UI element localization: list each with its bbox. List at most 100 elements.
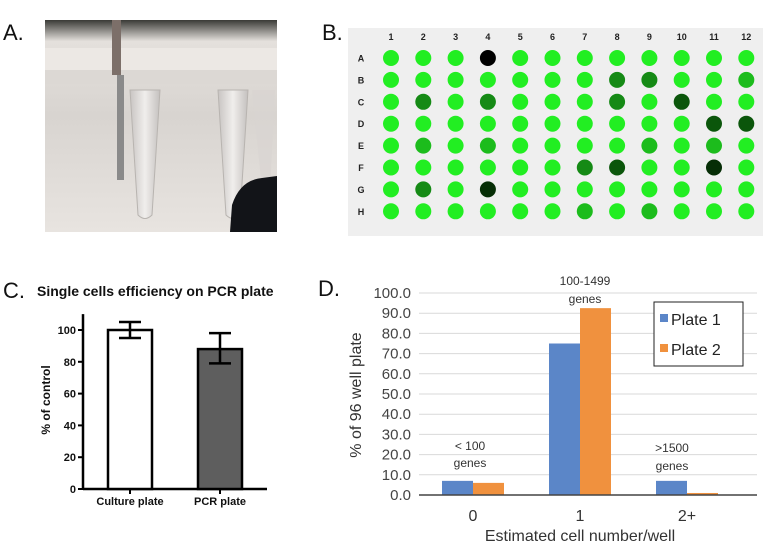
- legend-swatch-plate-2: [660, 344, 668, 352]
- well-D9: [641, 115, 658, 132]
- well-E4: [479, 137, 496, 154]
- chart-d-legend: Plate 1 Plate 2: [653, 301, 744, 367]
- column-label: 9: [647, 32, 652, 42]
- well-H11: [706, 203, 722, 220]
- column-label: 10: [677, 32, 687, 42]
- well-E2: [415, 137, 432, 154]
- well-A2: [415, 50, 432, 66]
- well-E1: [383, 137, 399, 154]
- well-C3: [447, 93, 464, 110]
- y-tick-label: 60.0: [382, 366, 411, 383]
- annotation-line1: 100-1499: [560, 274, 611, 288]
- y-tick-label: 40: [64, 420, 76, 432]
- row-label: A: [358, 54, 365, 64]
- y-tick-label: 80: [64, 357, 76, 369]
- well-A3: [447, 50, 464, 66]
- column-label: 5: [518, 32, 523, 42]
- panel-b-label: B.: [322, 20, 343, 45]
- well-G8: [609, 181, 626, 198]
- well-B7: [576, 71, 593, 88]
- well-C5: [512, 93, 529, 110]
- well-C6: [544, 93, 561, 110]
- y-tick-label: 80.0: [382, 325, 411, 342]
- well-H5: [512, 203, 529, 220]
- well-B9: [641, 71, 658, 88]
- photo-pcr-tubes: [45, 20, 277, 232]
- well-H1: [383, 203, 399, 220]
- y-tick-label: 90.0: [382, 305, 411, 322]
- well-A9: [641, 50, 658, 66]
- chart-c-title: Single cells efficiency on PCR plate: [37, 283, 274, 299]
- bar-plate-1-cat-0: [442, 480, 473, 495]
- row-label: B: [358, 75, 365, 85]
- well-H4: [479, 203, 496, 220]
- row-label: C: [358, 97, 365, 107]
- well-E8: [609, 137, 626, 154]
- column-label: 3: [453, 32, 458, 42]
- well-C2: [415, 93, 432, 110]
- well-C12: [738, 93, 755, 110]
- row-label: G: [357, 185, 364, 195]
- well-G3: [447, 181, 464, 198]
- well-H3: [447, 203, 464, 220]
- well-E6: [544, 137, 561, 154]
- row-label: D: [358, 119, 365, 129]
- y-tick-label: 100: [58, 325, 76, 337]
- x-tick-label: 0: [469, 508, 478, 525]
- well-E10: [673, 137, 690, 154]
- well-B11: [706, 71, 722, 88]
- well-E7: [576, 137, 593, 154]
- well-B5: [512, 71, 529, 88]
- well-F7: [576, 159, 593, 176]
- well-B12: [738, 71, 755, 88]
- well-C4: [479, 93, 496, 110]
- x-tick-label: Culture plate: [96, 496, 163, 508]
- well-D10: [673, 115, 690, 132]
- well-F12: [738, 159, 755, 176]
- column-label: 6: [550, 32, 555, 42]
- column-label: 12: [741, 32, 751, 42]
- y-tick-label: 0.0: [390, 487, 411, 504]
- annotation-line1: >1500: [655, 441, 689, 455]
- y-tick-label: 10.0: [382, 467, 411, 484]
- chart-c: 0 20 40 60 80 100 Culture plate PCR plate: [58, 314, 267, 508]
- well-B4: [479, 71, 496, 88]
- bar-plate-2-cat-1: [580, 308, 611, 495]
- well-B3: [447, 71, 464, 88]
- well-H6: [544, 203, 561, 220]
- well-E3: [447, 137, 464, 154]
- bar-plate-1-cat-2: [656, 480, 687, 495]
- well-A10: [673, 50, 690, 66]
- well-H9: [641, 203, 658, 220]
- well-D5: [512, 115, 529, 132]
- y-tick-label: 70.0: [382, 346, 411, 363]
- row-label: H: [358, 207, 365, 217]
- well-B1: [383, 71, 399, 88]
- annotation-line2: genes: [569, 292, 602, 306]
- annotation-line1: < 100: [455, 439, 486, 453]
- legend-label-plate-1: Plate 1: [671, 312, 721, 329]
- legend-swatch-plate-1: [660, 314, 668, 322]
- well-E12: [738, 137, 755, 154]
- well-D1: [383, 115, 399, 132]
- chart-d-xlabel: Estimated cell number/well: [485, 528, 675, 545]
- column-label: 1: [388, 32, 393, 42]
- column-label: 7: [582, 32, 587, 42]
- well-C9: [641, 93, 658, 110]
- well-D8: [609, 115, 626, 132]
- y-tick-label: 100.0: [373, 285, 411, 302]
- well-C11: [706, 93, 722, 110]
- y-tick-label: 20.0: [382, 447, 411, 464]
- well-C10: [673, 93, 690, 110]
- well-A11: [706, 50, 722, 66]
- well-G11: [706, 181, 722, 198]
- well-A6: [544, 50, 561, 66]
- well-D2: [415, 115, 432, 132]
- well-H8: [609, 203, 626, 220]
- well-F4: [479, 159, 496, 176]
- row-label: E: [358, 141, 364, 151]
- well-A5: [512, 50, 529, 66]
- well-G2: [415, 181, 432, 198]
- bar-culture-plate: [106, 328, 154, 491]
- column-label: 4: [485, 32, 490, 42]
